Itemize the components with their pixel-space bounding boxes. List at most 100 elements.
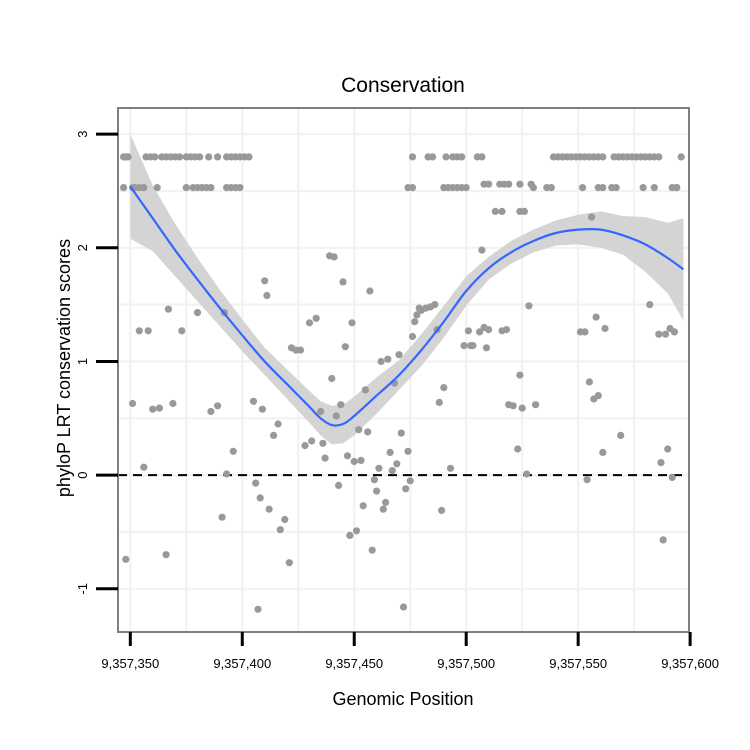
data-point <box>263 291 271 300</box>
data-point <box>317 407 325 416</box>
data-point <box>236 184 244 192</box>
data-point <box>370 476 378 484</box>
data-point <box>458 153 466 161</box>
data-point <box>388 467 396 475</box>
y-tick-label: 1 <box>75 358 90 365</box>
chart-title: Conservation <box>341 74 465 97</box>
data-point <box>296 346 305 354</box>
data-point <box>440 384 448 392</box>
data-point <box>140 184 148 192</box>
data-point <box>328 374 336 383</box>
y-axis-title: phyloP LRT conservation scores <box>54 239 74 497</box>
data-point <box>249 397 258 405</box>
data-point <box>408 153 417 161</box>
data-point <box>429 153 437 161</box>
data-point <box>276 526 284 534</box>
data-point <box>368 546 376 554</box>
data-point <box>178 327 186 335</box>
data-point <box>529 184 538 192</box>
data-point <box>319 439 327 447</box>
data-point <box>218 513 226 521</box>
data-point <box>599 448 607 456</box>
data-point <box>670 328 679 336</box>
data-point <box>668 473 676 481</box>
data-point <box>485 180 493 188</box>
data-point <box>151 153 159 161</box>
x-tick-label: 9,357,350 <box>101 656 159 671</box>
data-point <box>588 213 596 221</box>
data-point <box>350 457 358 466</box>
y-axis: -1 0 1 2 3 <box>75 130 118 595</box>
data-point <box>377 357 385 366</box>
x-axis-title: Genomic Position <box>332 689 473 709</box>
panel-border-layer <box>117 107 690 633</box>
data-point <box>650 184 658 192</box>
data-point <box>285 559 293 567</box>
data-point <box>321 454 329 462</box>
data-point <box>193 309 202 317</box>
data-point <box>265 505 273 513</box>
data-point <box>599 153 607 161</box>
y-tick-label: 3 <box>75 130 90 137</box>
data-point <box>384 355 392 363</box>
data-point <box>498 207 506 215</box>
data-point <box>149 405 157 413</box>
data-point <box>464 327 472 335</box>
data-point <box>509 402 517 410</box>
data-point <box>205 153 213 161</box>
data-point <box>617 431 625 439</box>
data-point <box>214 153 222 161</box>
data-point <box>476 328 484 336</box>
data-point <box>404 447 412 455</box>
data-point <box>435 398 443 406</box>
x-tick-label: 9,357,600 <box>661 656 719 671</box>
data-point <box>379 505 387 513</box>
data-point <box>357 456 365 464</box>
data-point <box>375 464 383 472</box>
data-point <box>601 324 609 333</box>
smooth-fit-line <box>129 185 685 427</box>
data-point <box>592 313 600 321</box>
data-point <box>659 536 667 544</box>
data-point <box>337 401 345 409</box>
data-point <box>196 153 204 161</box>
data-point <box>122 555 130 563</box>
data-point <box>155 404 163 412</box>
data-point <box>305 319 314 327</box>
data-point <box>502 326 511 334</box>
data-point <box>135 327 143 335</box>
data-point <box>355 426 363 434</box>
data-point <box>341 343 349 351</box>
data-point <box>594 392 602 400</box>
data-point <box>579 184 587 192</box>
data-point <box>673 184 681 192</box>
data-point <box>402 485 410 493</box>
data-point <box>120 184 128 192</box>
data-point <box>478 153 486 161</box>
data-point <box>301 442 309 450</box>
data-point <box>386 448 394 456</box>
data-point <box>124 153 132 161</box>
data-point <box>270 431 278 439</box>
data-point <box>330 253 338 261</box>
data-point <box>664 445 672 453</box>
data-point <box>256 494 264 502</box>
data-point <box>639 184 647 192</box>
data-point <box>164 305 172 313</box>
data-point <box>207 184 215 192</box>
data-point <box>612 184 620 192</box>
data-point <box>655 153 663 161</box>
data-point <box>397 429 405 437</box>
data-point <box>442 153 450 161</box>
data-point <box>431 301 439 309</box>
data-point <box>462 184 470 192</box>
data-point <box>393 460 401 468</box>
x-tick-label: 9,357,500 <box>437 656 495 671</box>
data-point <box>406 477 414 485</box>
data-point <box>532 401 540 409</box>
y-tick-label: 0 <box>75 471 90 478</box>
data-point <box>411 318 419 326</box>
data-point <box>312 314 320 322</box>
data-point <box>364 428 372 436</box>
data-point <box>478 246 486 254</box>
